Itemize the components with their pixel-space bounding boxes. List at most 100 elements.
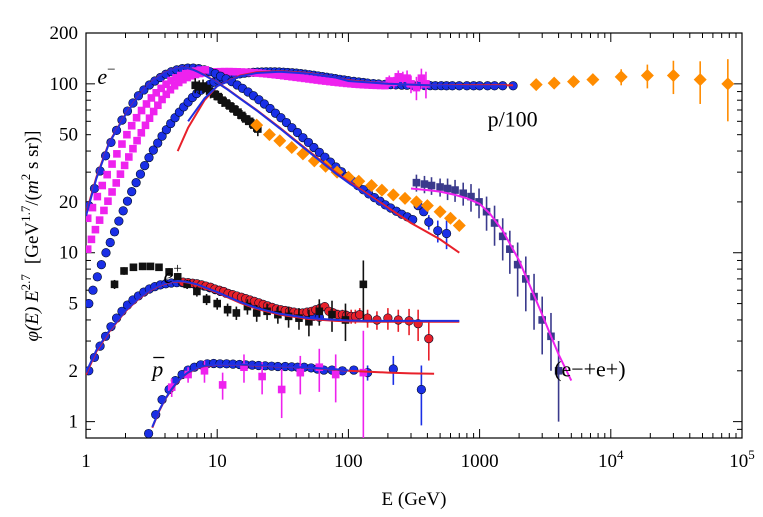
data-point — [202, 295, 211, 304]
data-point — [513, 260, 522, 269]
data-point — [174, 78, 183, 87]
y-tick-label: 10 — [59, 243, 78, 264]
series-e-data-blue-circles- — [86, 63, 452, 250]
data-point — [372, 81, 381, 90]
data-point — [283, 72, 292, 81]
x-tick-label: 104 — [598, 447, 624, 472]
data-point — [443, 184, 452, 193]
data-point — [184, 370, 192, 379]
data-point — [229, 67, 237, 76]
data-point — [586, 73, 600, 87]
y-axis-unit-mid: /( — [22, 194, 43, 206]
x-tick-label: 10 — [208, 451, 227, 472]
data-point — [285, 140, 299, 154]
series-p-data-blue-circles- — [143, 355, 426, 438]
data-point — [100, 206, 108, 215]
data-point — [315, 363, 324, 372]
data-point — [170, 81, 179, 90]
data-point — [412, 178, 421, 187]
data-point — [112, 179, 121, 187]
data-point — [459, 189, 468, 198]
data-point — [202, 84, 211, 93]
data-point — [321, 77, 330, 85]
annotation-positron: e+ — [164, 261, 182, 288]
y-tick-label: 20 — [59, 192, 78, 213]
data-point — [296, 368, 305, 377]
data-point — [93, 192, 102, 201]
y-axis-exp: 2.7 — [18, 274, 33, 291]
data-point — [315, 307, 324, 316]
y-tick-label: 5 — [69, 294, 79, 315]
data-point — [538, 316, 546, 324]
data-point — [355, 80, 364, 89]
data-point — [104, 197, 112, 205]
data-point — [433, 205, 447, 219]
data-point — [416, 384, 426, 395]
series-line — [86, 279, 460, 374]
series-line — [410, 187, 573, 382]
data-point — [127, 121, 136, 130]
data-point — [351, 80, 359, 88]
data-point — [153, 138, 163, 148]
data-point — [165, 268, 173, 276]
series-p-100-data-orange-diamonds- — [529, 59, 735, 122]
data-point — [288, 72, 296, 81]
data-point — [359, 80, 368, 89]
data-point — [693, 73, 707, 87]
data-point — [183, 280, 191, 289]
data-point — [129, 144, 137, 153]
y-tick-label: 1 — [69, 412, 79, 433]
y-axis-unit-open: [GeV — [22, 222, 43, 264]
data-point — [376, 81, 385, 90]
data-point — [158, 95, 166, 104]
series-p-model-blue- — [151, 363, 349, 428]
data-point — [241, 115, 250, 123]
data-point — [218, 381, 227, 389]
data-point — [92, 272, 102, 282]
data-point — [86, 245, 92, 253]
data-point — [640, 69, 654, 83]
data-point — [113, 150, 121, 158]
data-point — [381, 81, 389, 90]
axis-ticks: 1 10 100 1000 104 105 1 2 5 10 20 50 100 200 — [50, 23, 755, 472]
y-axis-phi: φ(E) — [22, 307, 43, 342]
data-point — [403, 74, 411, 82]
data-point — [234, 108, 242, 116]
series-layer — [86, 59, 735, 438]
data-point — [147, 94, 156, 102]
data-point — [271, 70, 280, 79]
data-point — [317, 76, 326, 85]
data-point — [338, 79, 347, 87]
data-point — [218, 96, 226, 105]
x-tick-label: 105 — [729, 447, 755, 472]
data-point — [352, 174, 366, 188]
data-point — [86, 298, 94, 309]
data-point — [279, 71, 288, 80]
data-point — [241, 68, 250, 77]
data-point — [451, 186, 459, 194]
y-axis-unit-m: m — [22, 180, 43, 194]
y-axis-E: E — [22, 290, 43, 303]
plot-frame — [85, 32, 743, 439]
series-line — [151, 363, 349, 428]
data-point — [359, 280, 368, 289]
data-point — [441, 228, 452, 239]
data-point — [245, 117, 254, 126]
series-p-model-red- — [151, 363, 435, 429]
x-tick-label: 1 — [81, 451, 91, 472]
data-point — [167, 383, 176, 391]
data-point — [183, 73, 191, 82]
y-axis-unit-close: s sr)] — [22, 131, 43, 174]
annotation-electron: e− — [97, 62, 115, 89]
data-point — [154, 101, 162, 110]
data-point — [238, 111, 246, 120]
x-tick-label: 1000 — [461, 451, 499, 472]
data-point — [300, 74, 309, 83]
data-point — [140, 161, 150, 171]
data-point — [422, 80, 430, 88]
data-point — [347, 79, 355, 88]
data-point — [237, 68, 246, 76]
data-point — [87, 235, 96, 244]
data-point — [220, 67, 229, 76]
data-point — [116, 170, 125, 178]
